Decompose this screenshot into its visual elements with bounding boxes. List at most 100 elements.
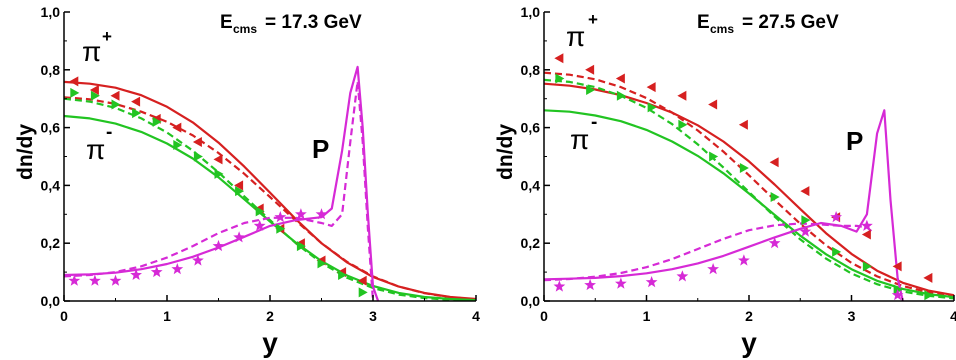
panel-27gev-triangle-right-marker — [770, 191, 780, 202]
panel-17gev-xlabel: y — [262, 327, 278, 358]
panel-27gev-x-tick-label: 1 — [643, 308, 651, 324]
panel-27gev-x-tick-label: 0 — [540, 308, 548, 324]
panel-27gev-triangle-left-marker — [585, 64, 595, 75]
panel-17gev-star-marker — [233, 231, 245, 243]
panel-27gev-ticks: 0 1 2 3 4 0,0 0,2 0,4 0,6 0,8 1,0 — [521, 4, 956, 324]
panel-17gev-triangle-right-marker — [214, 168, 224, 179]
panel-27gev-triangle-right-marker — [862, 261, 872, 272]
panel-17gev-pi-minus-label: π — [86, 134, 105, 165]
panel-17gev-star-marker — [68, 274, 81, 286]
panel-17gev-triangle-right-marker — [111, 99, 121, 110]
panel-27gev-triangle-right-marker — [801, 215, 811, 226]
panel-27gev-star-marker — [676, 270, 689, 282]
panel-27gev-triangle-left-marker — [708, 99, 718, 110]
panel-27gev-triangle-left-marker — [738, 119, 748, 130]
panel-17gev-triangle-left-marker — [131, 96, 141, 107]
panel-27gev-star-marker — [738, 254, 750, 266]
panel-17gev-pi-plus-sup: + — [102, 27, 112, 46]
panel-17gev-triangle-right-marker — [152, 116, 162, 127]
panel-27gev-star-marker — [584, 278, 596, 291]
panel-17gev-x-tick-label: 3 — [369, 308, 377, 324]
panel-17gev-star-marker — [130, 268, 142, 280]
panel-27gev-pi-plus-label: π — [566, 21, 585, 52]
panel-17gev-triangle-right-marker — [193, 151, 203, 162]
panel-27gev-green-dashed-curve — [543, 78, 955, 300]
panel-17gev-triangle-right-marker — [296, 241, 306, 252]
panel-27gev-magenta-dashed-curve — [543, 222, 873, 282]
panel-17gev-x-tick-label: 4 — [472, 308, 480, 324]
panel-27gev-triangle-right-marker — [924, 290, 934, 301]
panel-17gev-green-solid-curve — [63, 114, 477, 302]
panel-27gev-pi-minus-sup: - — [591, 112, 597, 133]
panel-27gev-triangle-left-marker — [769, 157, 779, 168]
panel-17gev-x-tick-label: 1 — [163, 308, 171, 324]
panel-17gev-y-tick-label: 1,0 — [41, 4, 61, 20]
panel-27gev-triangle-right-marker — [832, 246, 842, 257]
panel-27gev-triangle-left-marker — [615, 73, 625, 84]
panel-27gev-x-tick-label: 4 — [950, 308, 956, 324]
panel-17gev-ylabel: dn/dy — [14, 124, 37, 180]
panel-27gev-red-dashed-curve — [543, 71, 955, 298]
panel-27gev-x-tick-label: 2 — [745, 308, 753, 324]
panel-27gev-y-tick-label: 0,0 — [521, 293, 541, 309]
panel-17gev-star-marker — [171, 263, 184, 275]
panel-27gev-axes — [543, 12, 954, 302]
panel-17gev-triangle-left-marker — [192, 137, 202, 148]
panel-17gev-ticks: 0 1 2 3 4 0,0 0,2 0,4 0,6 0,8 1,0 — [41, 4, 481, 324]
panel-17gev-triangle-right-marker — [90, 90, 100, 101]
panel-17gev-triangle-left-marker — [89, 85, 99, 96]
panel-27gev-ylabel: dn/dy — [494, 124, 517, 180]
panel-17gev-points — [68, 76, 368, 298]
panel-17gev-triangle-left-marker — [110, 90, 120, 101]
panel-27gev-xlabel: y — [741, 327, 757, 358]
panel-27gev-star-marker — [615, 277, 627, 289]
panel-17gev-y-tick-label: 0,2 — [41, 235, 61, 251]
panel-17gev-red-solid-curve — [63, 80, 477, 301]
panel-17gev-x-tick-label: 0 — [60, 308, 68, 324]
panel-27gev-star-marker — [645, 276, 658, 288]
panel-17gev-triangle-right-marker — [132, 108, 142, 119]
panel-27gev-curves — [543, 71, 955, 302]
panel-27gev-red-solid-curve — [543, 82, 955, 297]
panel-17gev-triangle-right-marker — [317, 258, 327, 269]
panel-17gev-star-marker — [274, 211, 287, 223]
panel-17gev-curves — [63, 65, 477, 302]
panel-27gev-y-tick-label: 0,8 — [521, 62, 541, 78]
panel-27gev-triangle-left-marker — [923, 272, 933, 283]
panel-27gev-pi-plus-sup: + — [588, 10, 598, 29]
panel-17gev-triangle-right-marker — [276, 223, 286, 234]
panel-27gev-y-tick-label: 1,0 — [521, 4, 541, 20]
panel-17gev: 0 1 2 3 4 0,0 0,2 0,4 0,6 0,8 1,0 E cms = 17.3 GeV… — [14, 4, 480, 358]
panel-27gev-star-marker — [830, 211, 842, 223]
panel-27gev-title-sub: cms — [710, 22, 734, 36]
panel-27gev-star-marker — [891, 289, 904, 301]
panel-17gev-triangle-right-marker — [255, 206, 265, 217]
panel-27gev-x-tick-label: 3 — [848, 308, 856, 324]
panel-17gev-star-marker — [192, 254, 204, 266]
panel-27gev-star-marker — [799, 225, 812, 237]
panel-17gev-star-marker — [315, 208, 328, 220]
panel-27gev-triangle-left-marker — [892, 261, 902, 272]
panel-17gev-proton-label: P — [312, 134, 329, 164]
panel-27gev-star-marker — [553, 280, 566, 292]
panel-17gev-axes — [63, 12, 476, 302]
panel-17gev-y-tick-label: 0,0 — [41, 293, 61, 309]
panel-27gev-pi-minus-label: π — [570, 124, 589, 155]
panel-17gev-pi-minus-sup: - — [106, 122, 112, 143]
panel-17gev-title-e: E — [220, 12, 233, 33]
panel-17gev-y-tick-label: 0,4 — [41, 177, 61, 193]
panel-17gev-triangle-right-marker — [358, 287, 368, 298]
panel-17gev-triangle-right-marker — [70, 87, 80, 98]
panel-17gev-star-marker — [109, 274, 122, 286]
panel-27gev-points — [553, 53, 934, 301]
panel-17gev-title-rest: = 17.3 GeV — [265, 12, 362, 33]
panel-27gev-triangle-left-marker — [554, 53, 564, 64]
panel-27gev-triangle-right-marker — [647, 102, 657, 113]
panel-17gev-triangle-right-marker — [173, 139, 183, 150]
panel-27gev-triangle-right-marker — [739, 163, 749, 174]
panel-17gev-star-marker — [89, 274, 101, 286]
panel-17gev-title-sub: cms — [233, 22, 257, 36]
panel-17gev-y-tick-label: 0,8 — [41, 62, 61, 78]
panel-17gev-star-marker — [295, 208, 307, 220]
